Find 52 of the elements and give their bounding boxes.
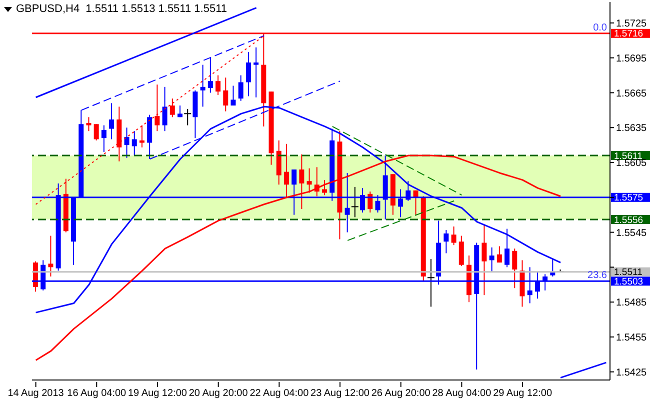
candlestick [200, 64, 206, 108]
candlestick [223, 77, 228, 112]
candlestick [451, 226, 456, 246]
candlestick [246, 52, 251, 97]
x-tick-label: 28 Aug 04:00 [432, 388, 492, 400]
candlestick [162, 86, 168, 132]
candlestick [101, 124, 106, 153]
x-tick-label: 20 Aug 20:00 [188, 388, 248, 400]
candlestick [238, 74, 244, 102]
y-tick-label: 1.5545 [616, 228, 648, 239]
y-tick-label: 1.5485 [616, 298, 648, 309]
x-tick-label: 16 Aug 04:00 [67, 388, 127, 400]
candlestick [512, 248, 518, 289]
candlestick [504, 228, 510, 268]
candlestick [48, 235, 54, 277]
candlestick [230, 85, 236, 106]
ref-line-label: 1.5716 [614, 28, 644, 40]
candlestick [482, 224, 487, 296]
ref-line-label: 1.5575 [614, 192, 644, 204]
candlestick [496, 246, 502, 264]
x-tick-label: 19 Aug 12:00 [128, 388, 188, 400]
ref-line-label: 1.5511 [614, 267, 642, 278]
ref-line-label: 1.5556 [614, 214, 644, 226]
candlestick [489, 246, 494, 272]
y-tick-label: 1.5665 [616, 88, 648, 100]
ref-line-label: 1.5503 [614, 276, 644, 288]
candlestick [86, 116, 92, 132]
candlestick [254, 46, 259, 98]
y-tick-label: 1.5635 [616, 123, 648, 134]
candlestick [94, 124, 99, 141]
annotation: 0.0 [593, 22, 608, 34]
candlestick [109, 102, 114, 140]
y-tick-label: 1.5725 [616, 18, 648, 30]
y-tick-label: 1.5455 [616, 332, 648, 344]
candlestick [306, 168, 312, 194]
candlestick [170, 98, 175, 118]
candlestick [444, 229, 449, 254]
x-tick-label: 29 Aug 12:00 [493, 388, 552, 400]
annotation: 23.6 [588, 270, 608, 282]
candlestick [208, 57, 213, 94]
y-tick-label: 1.5425 [616, 367, 648, 378]
candlestick [132, 130, 137, 156]
x-tick-label: 26 Aug 20:00 [371, 388, 431, 400]
x-tick-label: 23 Aug 12:00 [310, 388, 370, 400]
candlestick [216, 74, 221, 96]
chart-title: GBPUSD,H4 1.5511 1.5513 1.5511 1.5511 [16, 3, 227, 15]
y-tick-label: 1.5695 [616, 53, 648, 64]
x-tick-label: 22 Aug 04:00 [250, 388, 310, 400]
candlestick [124, 127, 130, 158]
candlestick [154, 84, 160, 132]
candlestick [458, 235, 464, 267]
x-tick-label: 14 Aug 2013 [8, 388, 64, 400]
